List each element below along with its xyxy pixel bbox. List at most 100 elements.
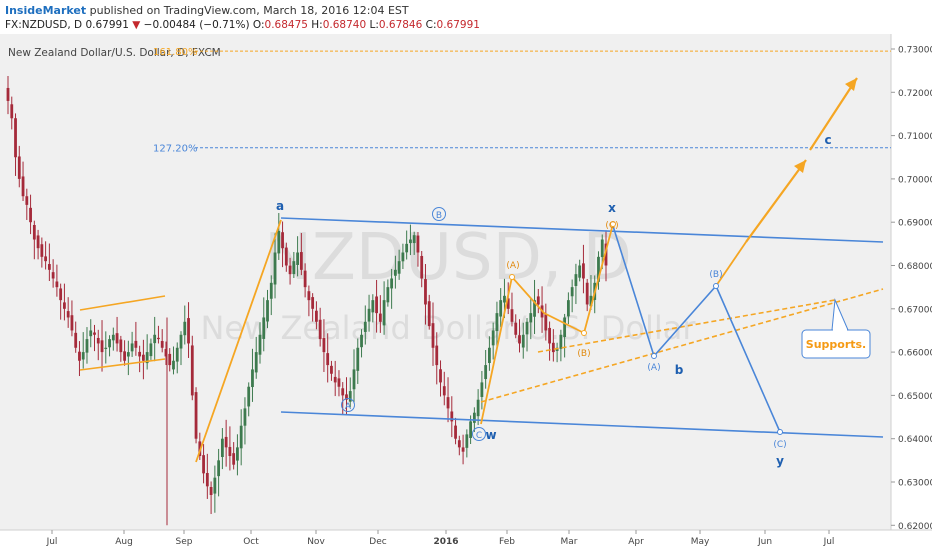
candle-body [175, 347, 179, 362]
candle-body [183, 321, 187, 336]
small-label-C-orange: (C) [605, 221, 618, 231]
candle-body [529, 313, 533, 323]
wave-label-w: w [485, 428, 496, 442]
candle-body [254, 352, 258, 373]
arrow-head-2 [845, 78, 857, 91]
candle-body [36, 235, 40, 249]
high-label: H: [311, 19, 323, 31]
candle-body [78, 351, 81, 361]
candle-body [202, 455, 205, 474]
y-tick-label: 0.63000 [898, 479, 932, 489]
candle-body [243, 408, 247, 426]
callout-pointer [831, 298, 849, 331]
author-link[interactable]: InsideMarket [5, 4, 87, 17]
candle-body [164, 349, 168, 357]
high-value: 0.68740 [322, 19, 367, 31]
candle-body [446, 397, 450, 409]
candle-body [352, 369, 356, 390]
candle-body [597, 256, 600, 282]
candle-body [59, 288, 63, 301]
candle-body [375, 296, 378, 314]
small-label-B-orange: (B) [577, 349, 590, 359]
x-tick-label: May [691, 537, 710, 547]
y-tick-label: 0.71000 [898, 132, 932, 142]
open-label: O: [252, 19, 265, 31]
candle-body [311, 297, 315, 309]
wave-c-arrow-1 [715, 241, 747, 287]
support-line-1 [480, 288, 884, 403]
x-tick-label: Nov [307, 537, 325, 547]
candle-body [81, 352, 85, 360]
candle-body [525, 321, 529, 335]
candle-body [472, 412, 476, 423]
candle-body [258, 334, 262, 355]
candle-body [70, 315, 74, 331]
candle-body [378, 313, 382, 322]
candle-body [518, 335, 521, 344]
candle-body [32, 225, 36, 240]
wave-label-b: b [675, 363, 684, 377]
wave-a-line [195, 219, 282, 463]
candle-body [559, 334, 563, 349]
candle-body [157, 337, 160, 340]
candle-body [326, 353, 330, 366]
candle-body [506, 298, 510, 309]
candle-body [431, 323, 435, 348]
candle-body [397, 261, 401, 274]
candle-body [187, 318, 190, 344]
candle-body [582, 263, 585, 279]
candle-body [213, 477, 217, 494]
candle-body [292, 261, 296, 275]
candle-body [371, 300, 375, 313]
candle-body [217, 460, 221, 477]
x-tick-label: Aug [115, 537, 133, 547]
y-tick-label: 0.62000 [898, 522, 932, 532]
flag-top-line [79, 295, 166, 311]
low-value: 0.67846 [378, 19, 423, 31]
candles [6, 76, 608, 526]
candle-body [228, 446, 232, 457]
candle-body [104, 347, 108, 349]
candle-body [277, 230, 281, 254]
candle-body [318, 319, 322, 340]
x-tick-label: Jul [823, 537, 835, 547]
y-tick-label: 0.68000 [898, 262, 932, 272]
candle-body [563, 317, 567, 338]
price-chart[interactable]: NZDUSD, D New Zealand Dollar/U.S. Dollar… [0, 34, 932, 550]
channel-top-line [280, 217, 884, 243]
candle-body [251, 369, 254, 388]
watermark-symbol: NZDUSD, D [264, 221, 632, 295]
candle-body [47, 264, 51, 270]
y-tick-label: 0.70000 [898, 175, 932, 185]
circled-label-A-text: A [345, 402, 352, 412]
candle-body [427, 301, 431, 327]
time-axis: Jul Aug Sep Oct Nov Dec 2016 Feb Mar Apr May Jun Jul [46, 530, 835, 547]
y-tick-label: 0.65000 [898, 392, 932, 402]
candle-body [390, 278, 394, 289]
candle-body [40, 244, 44, 257]
arrow-head-1 [794, 160, 806, 173]
circled-label-B [432, 207, 446, 221]
pivot-point [509, 274, 515, 280]
low-label: L: [369, 19, 379, 31]
candle-body [299, 252, 303, 270]
candle-body [66, 311, 70, 318]
candle-body [190, 345, 194, 396]
candle-body [74, 332, 78, 348]
candle-body [461, 447, 465, 452]
candle-body [495, 313, 499, 332]
candle-body [111, 334, 115, 341]
candle-body [566, 300, 570, 317]
candle-body [123, 351, 126, 361]
candle-body [269, 282, 273, 299]
x-tick-label: Apr [628, 537, 644, 547]
candle-body [288, 265, 292, 275]
candle-body [232, 453, 236, 465]
wave-label-x: x [608, 201, 616, 215]
change-value: −0.00484 (−0.71%) [143, 19, 250, 31]
candle-body [239, 425, 243, 449]
fib-levels: 161.80% 127.20% [153, 47, 891, 155]
candle-body [315, 310, 318, 322]
small-label-B-blue: (B) [709, 270, 722, 280]
candle-body [281, 232, 284, 249]
